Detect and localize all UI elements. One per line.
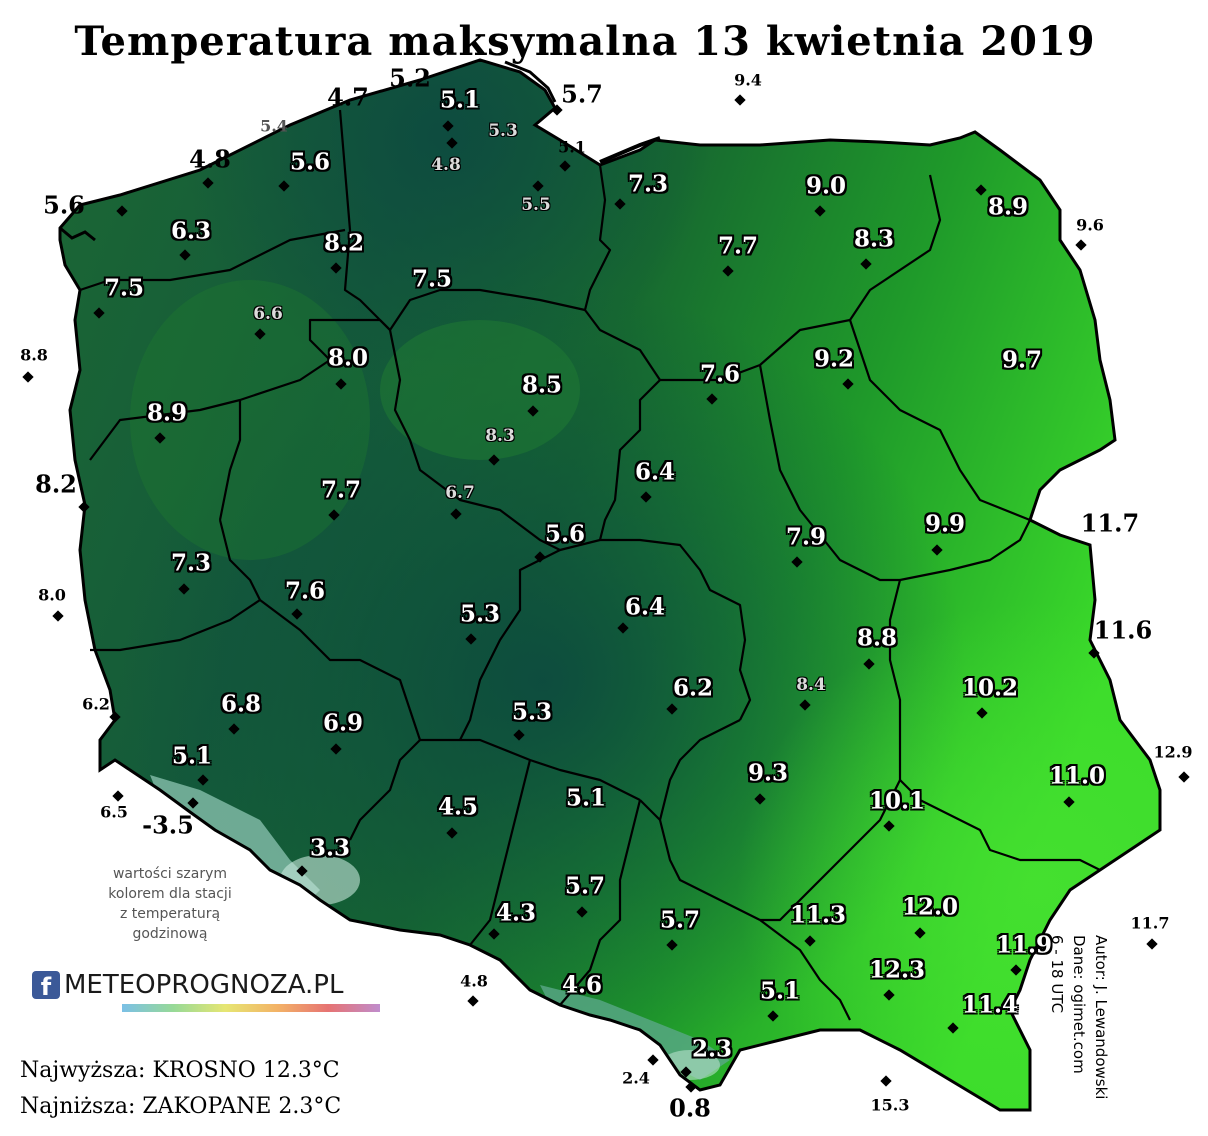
station-temperature: 5.6 xyxy=(289,148,331,176)
credit-time-range: 6 - 18 UTC xyxy=(1048,935,1066,1014)
station-temperature: 8.3 xyxy=(853,225,895,253)
station-temperature: 6.3 xyxy=(170,217,212,245)
logo-color-bar xyxy=(122,1004,380,1012)
station-temperature: 2.3 xyxy=(691,1035,733,1063)
station-temperature: 4.5 xyxy=(437,793,479,821)
station-temperature: 8.8 xyxy=(856,624,898,652)
note-line: kolorem dla stacji xyxy=(108,886,232,902)
station-temperature: 5.1 xyxy=(565,784,607,812)
station-temperature: 5.1 xyxy=(171,742,213,770)
station-temperature: 11.0 xyxy=(1048,762,1106,790)
station-temperature: 9.0 xyxy=(805,172,847,200)
station-temperature: 8.0 xyxy=(38,585,66,605)
station-temperature: 7.3 xyxy=(627,170,669,198)
station-temperature: 11.4 xyxy=(961,991,1019,1019)
station-temperature: 15.3 xyxy=(870,1095,910,1115)
station-temperature: 5.5 xyxy=(521,195,551,215)
station-temperature: -3.5 xyxy=(142,810,194,840)
station-temperature: 9.4 xyxy=(734,70,762,90)
station-temperature: 11.7 xyxy=(1130,913,1170,933)
station-temperature: 4.3 xyxy=(495,899,537,927)
station-temperature: 6.2 xyxy=(82,694,110,714)
station-temperature: 8.9 xyxy=(146,399,188,427)
station-temperature: 6.6 xyxy=(253,304,283,324)
station-temperature: 4.6 xyxy=(561,971,603,999)
station-temperature: 5.6 xyxy=(544,520,586,548)
meteoprognoza-logo[interactable]: f METEOPROGNOZA.PL xyxy=(32,968,343,1002)
station-temperature: 8.8 xyxy=(20,345,48,365)
station-temperature: 2.4 xyxy=(622,1068,650,1088)
station-temperature: 9.2 xyxy=(813,345,855,373)
station-temperature: 6.4 xyxy=(634,458,676,486)
station-temperature: 8.0 xyxy=(327,344,369,372)
station-temperature: 4.8 xyxy=(431,155,461,175)
station-temperature: 12.9 xyxy=(1153,742,1193,762)
station-temperature: 4.8 xyxy=(460,971,488,991)
station-temperature: 5.2 xyxy=(389,63,431,93)
station-temperature: 5.7 xyxy=(561,79,603,109)
station-temperature: 8.4 xyxy=(796,675,826,695)
station-temperature: 6.9 xyxy=(322,709,364,737)
max-temperature: Najwyższa: KROSNO 12.3°C xyxy=(20,1058,340,1083)
note-line: godzinową xyxy=(132,926,208,942)
note-line: wartości szarym xyxy=(112,866,228,882)
station-temperature: 6.8 xyxy=(220,690,262,718)
station-temperature: 11.6 xyxy=(1093,615,1153,645)
station-temperature: 4.8 xyxy=(189,144,231,174)
station-temperature: 12.3 xyxy=(868,956,926,984)
station-temperature: 6.4 xyxy=(624,593,666,621)
station-temperature: 9.6 xyxy=(1076,215,1104,235)
station-temperature: 7.7 xyxy=(717,232,759,260)
station-temperature: 5.4 xyxy=(260,116,288,136)
station-temperature: 7.6 xyxy=(699,360,741,388)
credit-author: Autor: J. Lewandowski xyxy=(1092,935,1110,1100)
station-temperature: 5.1 xyxy=(558,137,586,157)
station-temperature: 11.3 xyxy=(789,901,847,929)
station-temperature: 11.9 xyxy=(995,931,1053,959)
station-temperature: 5.7 xyxy=(564,872,606,900)
station-temperature: 7.5 xyxy=(411,265,453,293)
station-temperature: 8.2 xyxy=(35,469,77,499)
station-temperature: 8.2 xyxy=(323,229,365,257)
credit-data-source: Dane: ogimet.com xyxy=(1070,935,1088,1074)
station-temperature: 7.3 xyxy=(170,549,212,577)
station-temperature: 9.3 xyxy=(747,759,789,787)
min-temperature: Najniższa: ZAKOPANE 2.3°C xyxy=(20,1094,342,1119)
station-temperature: 7.7 xyxy=(320,476,362,504)
station-temperature: 8.9 xyxy=(987,193,1029,221)
station-temperature: 5.1 xyxy=(439,86,481,114)
station-temperature: 8.3 xyxy=(485,426,515,446)
station-temperature: 6.5 xyxy=(100,802,128,822)
station-temperature: 7.6 xyxy=(284,577,326,605)
station-temperature: 7.9 xyxy=(785,523,827,551)
station-temperature: 0.8 xyxy=(669,1093,711,1123)
station-temperature: 9.9 xyxy=(924,510,966,538)
station-temperature: 5.6 xyxy=(43,190,85,220)
station-temperature: 5.3 xyxy=(511,698,553,726)
station-temperature: 10.2 xyxy=(961,674,1019,702)
station-temperature: 8.5 xyxy=(521,371,563,399)
credits: Autor: J. Lewandowski Dane: ogimet.com 6… xyxy=(1046,935,1112,1099)
station-temperature: 10.1 xyxy=(868,787,926,815)
station-temperature: 5.3 xyxy=(488,121,518,141)
station-temperature: 7.5 xyxy=(103,274,145,302)
station-temperature: 6.2 xyxy=(672,674,714,702)
station-temperature: 5.1 xyxy=(759,977,801,1005)
station-temperature: 11.7 xyxy=(1080,508,1140,538)
station-temperature: 12.0 xyxy=(901,893,959,921)
station-temperature: 9.7 xyxy=(1001,346,1043,374)
map-title: Temperatura maksymalna 13 kwietnia 2019 xyxy=(74,18,1096,65)
station-temperature: 5.7 xyxy=(659,906,701,934)
station-temperature: 5.3 xyxy=(459,600,501,628)
station-temperature: 3.3 xyxy=(309,834,351,862)
note-line: z temperaturą xyxy=(119,906,221,922)
station-temperature: 4.7 xyxy=(327,82,369,112)
logo-text: METEOPROGNOZA.PL xyxy=(64,970,344,1000)
facebook-icon[interactable]: f xyxy=(32,971,60,1001)
station-temperature: 6.7 xyxy=(445,483,475,503)
gray-values-note: wartości szarym kolorem dla stacji z tem… xyxy=(80,864,260,944)
